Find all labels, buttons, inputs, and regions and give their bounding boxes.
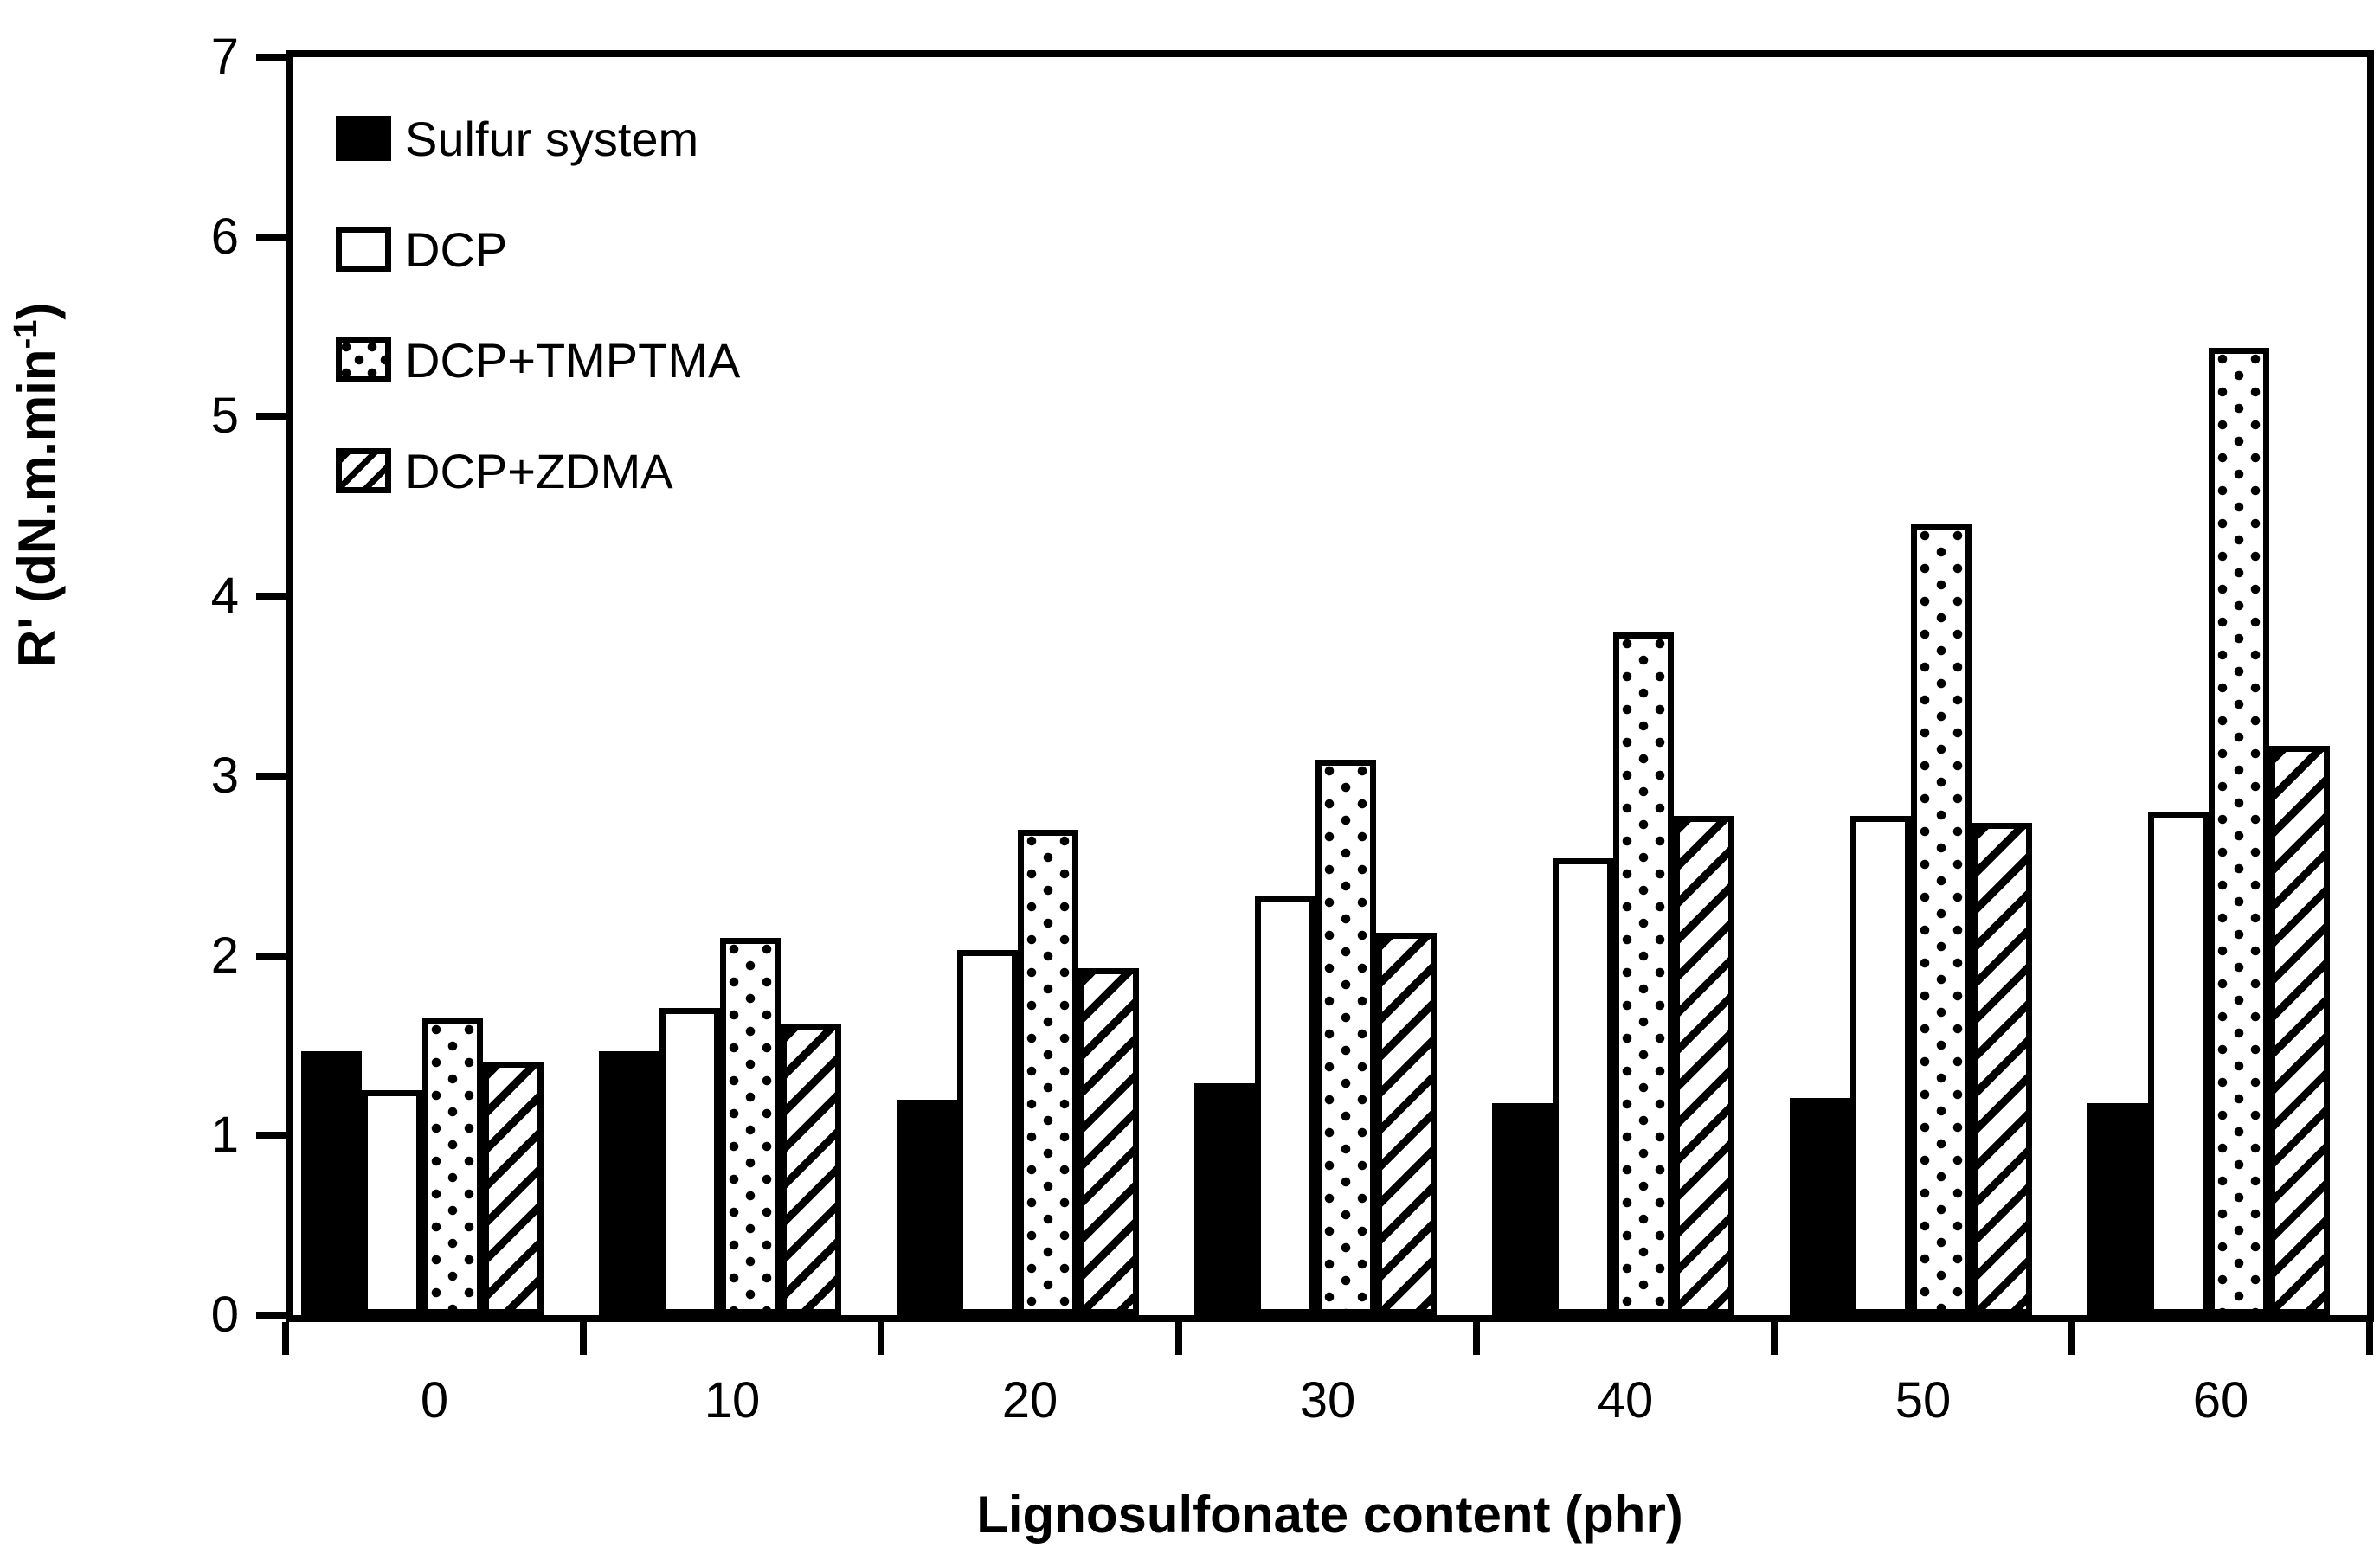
bar-solid-x50: [1790, 1097, 1850, 1315]
x-tick-label: 10: [704, 1372, 761, 1428]
y-tick-mark: [256, 1312, 286, 1319]
bar-plain-x60: [2148, 812, 2209, 1315]
bar-solid-x30: [1194, 1083, 1255, 1315]
y-tick-label: 6: [210, 208, 239, 265]
x-tick-mark: [878, 1322, 884, 1355]
x-tick-mark: [2366, 1322, 2373, 1355]
legend-swatch-plain-icon: [336, 227, 391, 272]
bar-solid-x0: [301, 1050, 362, 1315]
bar-hatch-x0: [483, 1062, 544, 1315]
y-tick-label: 7: [210, 29, 239, 85]
bar-plain-x40: [1553, 858, 1613, 1315]
legend-item-label: DCP+ZDMA: [405, 443, 673, 498]
legend-item: DCP: [336, 194, 740, 305]
bar-solid-x40: [1492, 1102, 1553, 1315]
bar-hatch-x60: [2269, 745, 2330, 1315]
bar-hatch-x40: [1674, 815, 1734, 1315]
y-tick-mark: [256, 1132, 286, 1140]
x-tick-label: 0: [420, 1372, 449, 1428]
x-tick-mark: [1473, 1322, 1480, 1355]
legend-item-label: DCP: [405, 221, 508, 277]
x-axis-title: Lignosulfonate content (phr): [976, 1486, 1683, 1544]
bar-dots-x40: [1613, 632, 1674, 1315]
legend-item-label: Sulfur system: [405, 111, 699, 166]
bar-hatch-x10: [781, 1024, 841, 1315]
bar-dots-x0: [422, 1018, 483, 1315]
bar-solid-x60: [2087, 1102, 2148, 1315]
legend-item-label: DCP+TMPTMA: [405, 332, 741, 388]
y-tick-label: 4: [210, 568, 239, 625]
y-axis-title-text: R' (dN.m.min: [8, 349, 66, 667]
y-tick-mark: [256, 54, 286, 61]
bar-dots-x50: [1911, 524, 1972, 1315]
x-tick-mark: [2068, 1322, 2075, 1355]
y-tick-mark: [256, 952, 286, 960]
legend-swatch-solid-icon: [336, 116, 391, 161]
y-axis-title-close: ): [8, 302, 66, 320]
x-tick-mark: [1175, 1322, 1182, 1355]
y-axis-title-superscript: -1: [8, 319, 44, 350]
x-tick-label: 50: [1894, 1372, 1952, 1428]
y-tick-mark: [256, 233, 286, 241]
x-tick-label: 40: [1597, 1372, 1654, 1428]
bar-hatch-x50: [1972, 822, 2032, 1315]
bar-plain-x20: [957, 950, 1018, 1315]
y-tick-mark: [256, 593, 286, 600]
x-tick-label: 20: [1001, 1372, 1058, 1428]
bar-dots-x60: [2209, 348, 2269, 1315]
legend-swatch-dots-icon: [336, 337, 391, 382]
y-tick-label: 1: [210, 1107, 239, 1164]
bar-plain-x50: [1850, 815, 1911, 1315]
x-tick-mark: [580, 1322, 587, 1355]
bar-dots-x20: [1018, 830, 1078, 1315]
y-tick-mark: [256, 772, 286, 780]
bar-solid-x20: [897, 1099, 957, 1315]
y-tick-label: 5: [210, 388, 239, 445]
legend-swatch-hatch-icon: [336, 448, 391, 493]
legend-item: DCP+ZDMA: [336, 415, 740, 526]
y-tick-mark: [256, 413, 286, 420]
x-tick-mark: [282, 1322, 289, 1355]
x-tick-label: 60: [2192, 1372, 2249, 1428]
legend-item: Sulfur system: [336, 83, 740, 194]
x-tick-label: 30: [1299, 1372, 1356, 1428]
x-tick-mark: [1771, 1322, 1778, 1355]
bar-dots-x10: [720, 937, 781, 1315]
bar-solid-x10: [599, 1050, 659, 1315]
y-tick-label: 3: [210, 747, 239, 804]
bar-plain-x10: [659, 1007, 720, 1315]
bar-hatch-x20: [1078, 968, 1139, 1315]
bar-plain-x30: [1255, 896, 1315, 1315]
legend-item: DCP+TMPTMA: [336, 305, 740, 415]
y-tick-label: 0: [210, 1287, 239, 1343]
bar-dots-x30: [1315, 760, 1376, 1315]
legend: Sulfur system DCP DCP+TMPTMA DCP+ZDMA: [336, 83, 740, 526]
bar-plain-x0: [362, 1090, 422, 1315]
y-tick-label: 2: [210, 927, 239, 984]
bar-hatch-x30: [1376, 932, 1437, 1315]
